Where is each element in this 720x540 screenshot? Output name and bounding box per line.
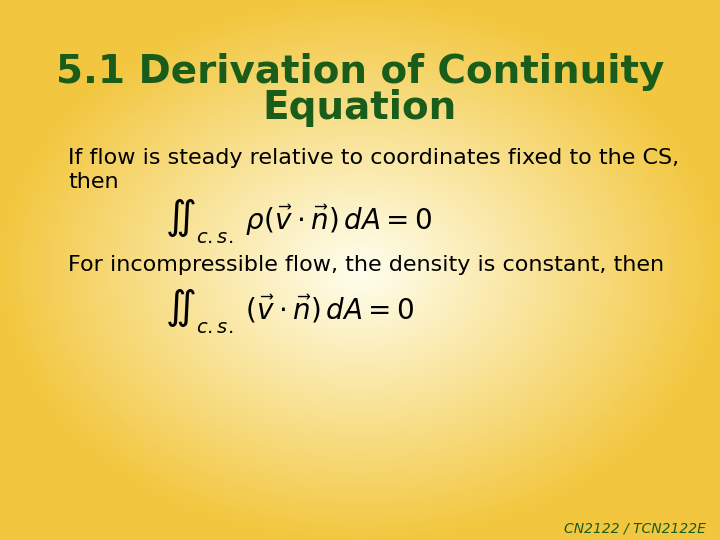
Text: If flow is steady relative to coordinates fixed to the CS,: If flow is steady relative to coordinate… (68, 148, 679, 168)
Text: $\iint_{c.s.}\ \rho(\vec{v}\cdot\vec{n})\,dA = 0$: $\iint_{c.s.}\ \rho(\vec{v}\cdot\vec{n})… (165, 198, 432, 246)
Text: For incompressible flow, the density is constant, then: For incompressible flow, the density is … (68, 255, 664, 275)
Text: 5.1 Derivation of Continuity: 5.1 Derivation of Continuity (56, 53, 664, 91)
Text: Equation: Equation (263, 89, 457, 127)
Text: CN2122 / TCN2122E: CN2122 / TCN2122E (564, 521, 706, 535)
Text: then: then (68, 172, 119, 192)
Text: $\iint_{c.s.}\ (\vec{v}\cdot\vec{n})\,dA = 0$: $\iint_{c.s.}\ (\vec{v}\cdot\vec{n})\,dA… (165, 288, 414, 336)
